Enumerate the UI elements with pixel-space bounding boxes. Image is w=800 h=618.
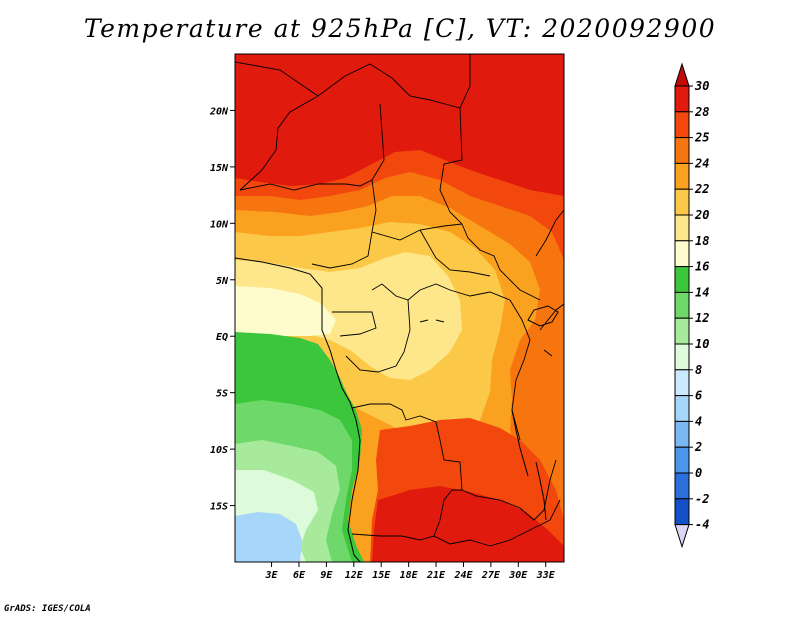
colorbar-label: -4 [695,518,709,532]
field-16-18-pale [235,286,336,336]
x-tick-label: 33E [536,570,556,581]
colorbar-label: -2 [695,492,709,506]
x-tick-label: 30E [508,570,528,581]
colorbar-label: 24 [694,156,709,170]
colorbar-label: 16 [695,260,709,274]
colorbar-label: 2 [694,440,702,454]
y-tick-label: 10S [210,445,228,456]
colorbar-swatch [674,188,690,216]
colorbar-label: 8 [695,363,702,377]
colorbar-swatch [674,343,690,371]
chart-title: Temperature at 925hPa [C], VT: 202009290… [83,14,717,43]
x-axis: 3E 6E 9E 12E 15E 18E 21E 24E 27E 30E 33E [265,562,556,581]
colorbar-label: 4 [695,414,702,428]
colorbar-swatch [674,472,690,500]
y-tick-label: 20N [209,106,229,117]
coastline [235,257,361,562]
x-tick-label: 27E [481,570,501,581]
colorbar-label: 22 [694,182,709,196]
x-tick-label: 6E [293,570,306,581]
colorbar-swatch [674,111,690,139]
x-tick-label: 9E [320,570,333,581]
x-tick-label: 12E [345,570,364,581]
field-south-hottest [372,486,564,562]
x-tick-label: 21E [426,570,446,581]
colorbar-label: 18 [695,234,709,248]
colorbar-label: 12 [695,311,709,325]
y-tick-label: 5S [216,389,228,400]
map-frame [234,53,565,563]
lakes [419,305,559,521]
x-tick-label: 15E [372,570,391,581]
x-tick-label: 3E [265,570,279,581]
y-tick-label: 5N [216,276,229,287]
colorbar-label: 20 [694,208,709,222]
colorbar-label: 28 [694,105,709,119]
country-borders [235,54,564,547]
colorbar-bottom-arrow [674,524,690,549]
colorbar-label: 30 [694,79,709,93]
colorbar-label: 14 [695,285,709,299]
colorbar-swatch [674,317,690,345]
colorbar-label: 6 [695,389,702,403]
colorbar-label: 25 [694,131,709,145]
colorbar-swatch [674,291,690,319]
colorbar-swatch [674,214,690,242]
colorbar-swatch [674,137,690,164]
colorbar-swatch [674,240,690,268]
x-tick-label: 18E [400,570,419,581]
grads-credit: GrADS: IGES/COLA [4,604,91,614]
colorbar-swatch [674,420,690,448]
y-axis: 20N 15N 10N 5N EQ 5S 10S 15S [209,106,235,513]
colorbar-label: 10 [695,337,709,351]
temperature-field [235,54,564,562]
colorbar-swatch [674,85,690,113]
colorbar-label: 0 [695,466,702,480]
colorbar-swatch [674,369,690,397]
y-tick-label: 10N [210,219,229,230]
colorbar-swatch [674,266,690,293]
y-tick-label: 15N [210,163,229,174]
x-tick-label: 24E [453,570,473,581]
colorbar-swatch [674,162,690,190]
y-tick-label: 15S [210,502,228,513]
field-6-8 [235,512,302,562]
colorbar-top-arrow [674,62,690,87]
colorbar-swatch [674,395,690,422]
y-tick-label: EQ [216,332,228,343]
colorbar-swatch [674,446,690,474]
colorbar-swatch [674,498,690,526]
